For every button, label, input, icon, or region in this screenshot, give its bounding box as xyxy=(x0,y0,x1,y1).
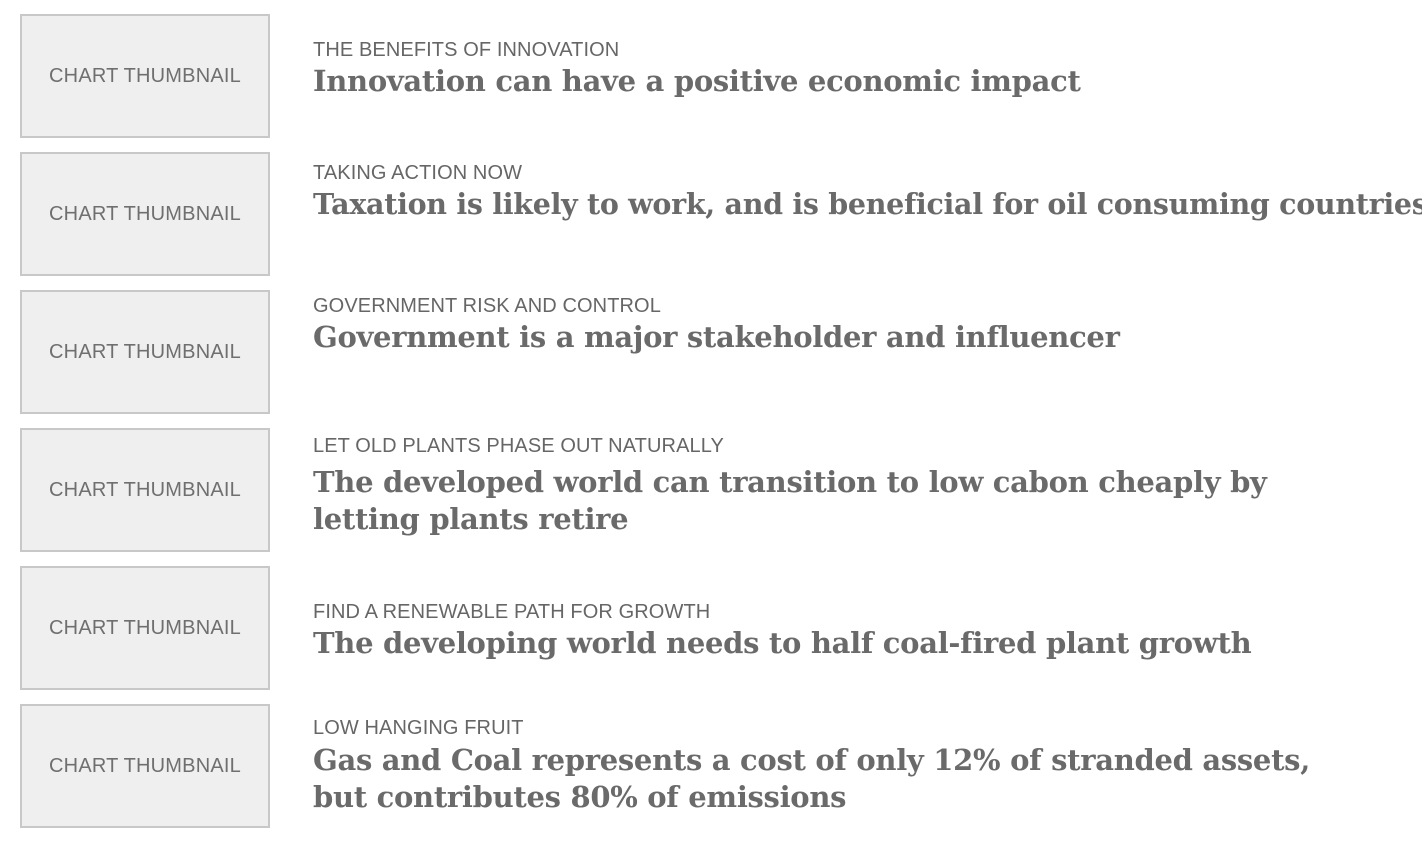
story-kicker: FIND A RENEWABLE PATH FOR GROWTH xyxy=(313,601,711,623)
chart-thumbnail-label: CHART THUMBNAIL xyxy=(49,616,241,639)
chart-thumbnail[interactable]: CHART THUMBNAIL xyxy=(20,428,270,552)
story-kicker: TAKING ACTION NOW xyxy=(313,162,523,184)
story-item: CHART THUMBNAIL THE BENEFITS OF INNOVATI… xyxy=(20,14,1420,142)
chart-thumbnail-label: CHART THUMBNAIL xyxy=(49,754,241,777)
chart-thumbnail-label: CHART THUMBNAIL xyxy=(49,202,241,225)
story-kicker: LOW HANGING FRUIT xyxy=(313,717,524,739)
story-item: CHART THUMBNAIL LET OLD PLANTS PHASE OUT… xyxy=(20,428,1420,556)
story-item: CHART THUMBNAIL TAKING ACTION NOW Taxati… xyxy=(20,152,1422,280)
story-headline[interactable]: The developed world can transition to lo… xyxy=(313,465,1267,536)
story-kicker: LET OLD PLANTS PHASE OUT NATURALLY xyxy=(313,435,724,457)
story-headline[interactable]: Taxation is likely to work, and is benef… xyxy=(313,187,1422,221)
chart-thumbnail[interactable]: CHART THUMBNAIL xyxy=(20,152,270,276)
story-headline[interactable]: Government is a major stakeholder and in… xyxy=(313,320,1120,354)
story-headline[interactable]: Gas and Coal represents a cost of only 1… xyxy=(313,743,1310,814)
story-item: CHART THUMBNAIL FIND A RENEWABLE PATH FO… xyxy=(20,566,1420,694)
chart-thumbnail[interactable]: CHART THUMBNAIL xyxy=(20,14,270,138)
chart-thumbnail[interactable]: CHART THUMBNAIL xyxy=(20,704,270,828)
story-kicker: GOVERNMENT RISK AND CONTROL xyxy=(313,295,661,317)
chart-thumbnail[interactable]: CHART THUMBNAIL xyxy=(20,566,270,690)
story-kicker: THE BENEFITS OF INNOVATION xyxy=(313,39,620,61)
chart-thumbnail-label: CHART THUMBNAIL xyxy=(49,64,241,87)
story-headline[interactable]: The developing world needs to half coal-… xyxy=(313,626,1252,660)
chart-thumbnail-label: CHART THUMBNAIL xyxy=(49,340,241,363)
story-item: CHART THUMBNAIL LOW HANGING FRUIT Gas an… xyxy=(20,704,1420,832)
story-item: CHART THUMBNAIL GOVERNMENT RISK AND CONT… xyxy=(20,290,1420,418)
story-headline[interactable]: Innovation can have a positive economic … xyxy=(313,64,1081,98)
chart-thumbnail[interactable]: CHART THUMBNAIL xyxy=(20,290,270,414)
chart-thumbnail-label: CHART THUMBNAIL xyxy=(49,478,241,501)
